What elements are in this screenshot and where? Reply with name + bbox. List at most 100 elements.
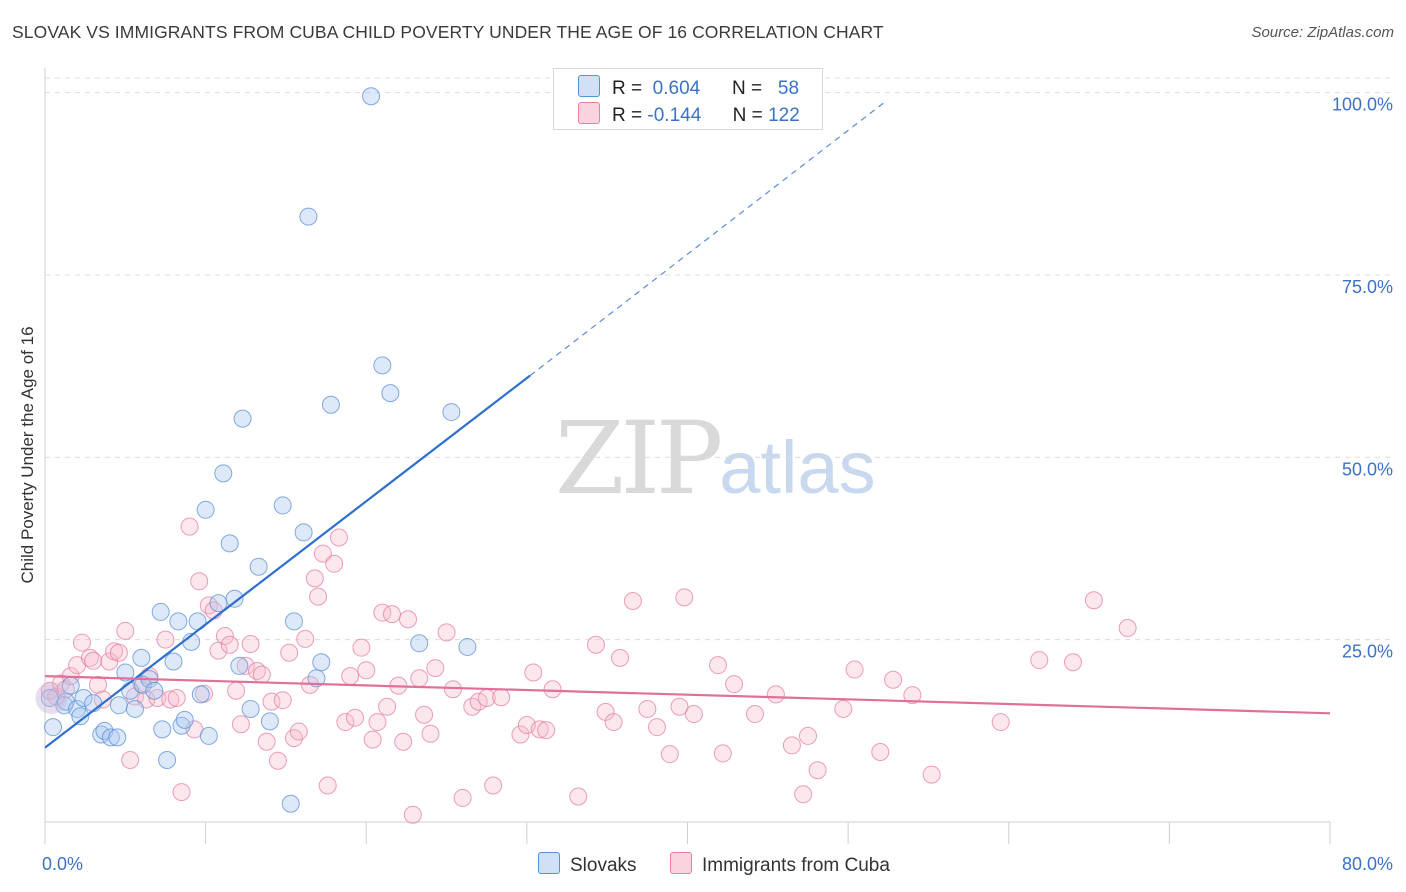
point-cuba bbox=[530, 720, 549, 739]
point-cuba bbox=[382, 605, 401, 624]
point-cuba bbox=[231, 715, 250, 734]
point-cuba bbox=[808, 761, 827, 780]
point-slovaks bbox=[71, 707, 90, 726]
tick-labels: 25.0% 50.0% 75.0% 100.0% 0.0% 80.0% bbox=[42, 95, 1393, 874]
point-cuba bbox=[437, 623, 456, 642]
point-slovaks bbox=[233, 409, 252, 428]
point-slovaks bbox=[151, 602, 170, 621]
point-slovaks bbox=[145, 681, 164, 700]
y-tick-label: 75.0% bbox=[1342, 277, 1393, 297]
point-cuba bbox=[675, 588, 694, 607]
point-slovaks bbox=[108, 728, 127, 747]
legend-swatch-cuba bbox=[578, 102, 600, 124]
point-slovaks bbox=[101, 728, 120, 747]
point-slovaks bbox=[44, 718, 63, 737]
point-cuba bbox=[709, 656, 728, 675]
point-cuba bbox=[991, 713, 1010, 732]
point-slovaks bbox=[273, 496, 292, 515]
point-slovaks bbox=[299, 207, 318, 226]
x-tick-label: 0.0% bbox=[42, 854, 83, 874]
point-slovaks bbox=[220, 534, 239, 553]
point-cuba bbox=[410, 669, 429, 688]
point-slovaks bbox=[458, 637, 477, 656]
bottom-legend-cuba: Immigrants from Cuba bbox=[670, 852, 890, 877]
point-slovaks bbox=[191, 685, 210, 704]
point-slovaks bbox=[294, 523, 313, 542]
point-cuba bbox=[1064, 653, 1082, 672]
point-cuba bbox=[922, 765, 941, 784]
point-slovaks bbox=[132, 648, 151, 667]
y-tick-label: 100.0% bbox=[1332, 95, 1393, 115]
point-slovaks bbox=[74, 689, 93, 707]
watermark-zip: ZIP bbox=[555, 400, 723, 517]
point-cuba bbox=[252, 665, 271, 684]
point-cuba bbox=[871, 742, 890, 761]
point-slovaks bbox=[164, 652, 183, 671]
legend-row-slovaks: R = 0.604 N = 58 bbox=[578, 75, 799, 100]
point-cuba bbox=[357, 661, 376, 680]
point-cuba bbox=[834, 699, 853, 718]
trend-line-slovaks-extension bbox=[529, 100, 888, 377]
trend-line-cuba bbox=[44, 675, 1331, 715]
point-slovaks bbox=[381, 384, 400, 403]
point-cuba bbox=[109, 643, 128, 662]
point-cuba bbox=[794, 785, 813, 804]
point-cuba bbox=[569, 787, 588, 806]
legend-swatch-slovaks bbox=[578, 75, 600, 97]
point-cuba bbox=[586, 635, 605, 654]
point-cuba bbox=[280, 643, 299, 662]
point-cuba bbox=[511, 725, 530, 744]
point-cuba bbox=[72, 633, 91, 652]
point-cuba bbox=[257, 732, 276, 751]
point-cuba bbox=[363, 730, 382, 749]
x-tick-label: 80.0% bbox=[1342, 854, 1393, 874]
point-cuba bbox=[421, 724, 440, 743]
point-slovaks bbox=[158, 751, 177, 769]
point-slovaks bbox=[410, 634, 429, 653]
point-cuba bbox=[116, 621, 135, 640]
y-tick-label: 50.0% bbox=[1342, 459, 1393, 479]
point-cuba bbox=[1084, 591, 1103, 610]
point-cuba bbox=[215, 627, 234, 645]
point-slovaks bbox=[214, 464, 233, 483]
legend-r-value-cuba: -0.144 bbox=[647, 105, 702, 126]
bottom-swatch-slovaks bbox=[538, 852, 560, 874]
point-cuba bbox=[453, 788, 472, 807]
point-cuba bbox=[161, 690, 180, 709]
point-cuba bbox=[313, 544, 332, 563]
bottom-swatch-cuba bbox=[670, 852, 692, 874]
point-cuba bbox=[89, 675, 108, 694]
point-cuba bbox=[647, 718, 666, 737]
point-cuba bbox=[273, 691, 292, 710]
point-cuba bbox=[713, 744, 732, 763]
point-slovaks bbox=[172, 716, 191, 735]
point-slovaks bbox=[196, 500, 215, 519]
legend-r-value-slovaks: 0.604 bbox=[652, 78, 701, 99]
point-cuba bbox=[368, 713, 387, 732]
point-cuba bbox=[296, 629, 315, 648]
chart-title: SLOVAK VS IMMIGRANTS FROM CUBA CHILD POV… bbox=[12, 22, 884, 42]
point-cuba bbox=[262, 692, 281, 711]
point-cuba bbox=[537, 721, 556, 740]
point-slovaks bbox=[241, 699, 260, 718]
axes bbox=[44, 68, 1331, 844]
y-tick-label: 25.0% bbox=[1342, 642, 1393, 662]
point-slovaks bbox=[362, 87, 381, 106]
point-cuba bbox=[884, 670, 903, 689]
point-cuba bbox=[766, 685, 785, 704]
point-slovaks bbox=[175, 710, 194, 729]
series-cuba-points bbox=[40, 517, 1137, 824]
point-cuba bbox=[241, 635, 260, 654]
point-slovaks bbox=[199, 726, 218, 745]
point-cuba bbox=[611, 648, 630, 667]
point-cuba bbox=[399, 610, 418, 629]
point-cuba bbox=[336, 713, 355, 732]
point-cuba bbox=[341, 667, 360, 686]
point-slovaks bbox=[321, 395, 340, 414]
point-cuba bbox=[604, 713, 623, 732]
point-cuba bbox=[798, 726, 817, 745]
point-slovaks bbox=[284, 612, 303, 631]
point-cuba bbox=[309, 587, 328, 606]
point-cuba bbox=[1030, 651, 1049, 670]
